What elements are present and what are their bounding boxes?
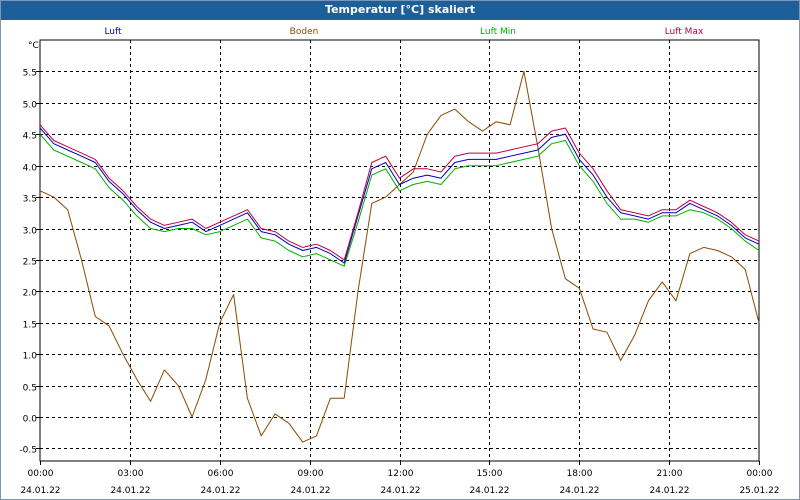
y-tick-label: 0.0 bbox=[23, 415, 38, 425]
chart-title: Temperatur [°C] skaliert bbox=[1, 1, 799, 20]
x-tick-time-label: 03:00 bbox=[118, 469, 144, 479]
y-tick-label: 1.0 bbox=[23, 352, 38, 362]
series-line-luft-max bbox=[39, 124, 760, 261]
series-line-luft bbox=[39, 127, 760, 264]
x-tick-date-label: 24.01.22 bbox=[559, 486, 599, 496]
temperature-chart: -0.5 0.0 0.5 1.0 1.5 2.0 2.5 3.0 3.5 4.0 4.5 5.0 5.5… bbox=[19, 27, 779, 496]
y-tick-label: 3.5 bbox=[23, 195, 37, 205]
x-tick-time-label: 09:00 bbox=[298, 469, 324, 479]
y-tick-label: 5.5 bbox=[23, 69, 37, 79]
y-axis-unit: °C bbox=[28, 41, 39, 51]
y-tick-label: 2.5 bbox=[23, 258, 37, 268]
y-tick-label: 2.0 bbox=[23, 289, 38, 299]
x-tick-time-label: 18:00 bbox=[567, 469, 593, 479]
y-tick-label: 4.0 bbox=[23, 164, 38, 174]
y-tick-label: 5.0 bbox=[23, 101, 38, 111]
y-tick-label: 0.5 bbox=[23, 384, 37, 394]
y-tick-label: -0.5 bbox=[19, 446, 37, 456]
x-tick-date-label: 24.01.22 bbox=[649, 486, 689, 496]
x-tick-time-label: 00:00 bbox=[747, 469, 773, 479]
x-tick-date-label: 24.01.22 bbox=[380, 486, 420, 496]
x-tick-time-label: 12:00 bbox=[388, 469, 414, 479]
x-tick-time-label: 06:00 bbox=[208, 469, 234, 479]
legend-item-luft: Luft bbox=[104, 27, 122, 37]
x-tick-date-label: 24.01.22 bbox=[20, 486, 60, 496]
legend-item-luft-min: Luft Min bbox=[480, 27, 516, 37]
legend-item-luft-max: Luft Max bbox=[665, 27, 704, 37]
x-tick-date-label: 25.01.22 bbox=[739, 486, 779, 496]
series-line-luft-min bbox=[39, 133, 760, 267]
y-tick-label: 4.5 bbox=[23, 132, 37, 142]
x-tick-time-label: 00:00 bbox=[28, 469, 54, 479]
plot-frame bbox=[39, 39, 760, 462]
x-tick-time-label: 15:00 bbox=[477, 469, 503, 479]
legend-item-boden: Boden bbox=[290, 27, 319, 37]
x-tick-time-label: 21:00 bbox=[657, 469, 683, 479]
x-tick-date-label: 24.01.22 bbox=[110, 486, 150, 496]
x-tick-date-label: 24.01.22 bbox=[290, 486, 330, 496]
y-tick-label: 1.5 bbox=[23, 321, 37, 331]
y-tick-label: 3.0 bbox=[23, 227, 38, 237]
x-tick-date-label: 24.01.22 bbox=[200, 486, 240, 496]
x-tick-date-label: 24.01.22 bbox=[469, 486, 509, 496]
